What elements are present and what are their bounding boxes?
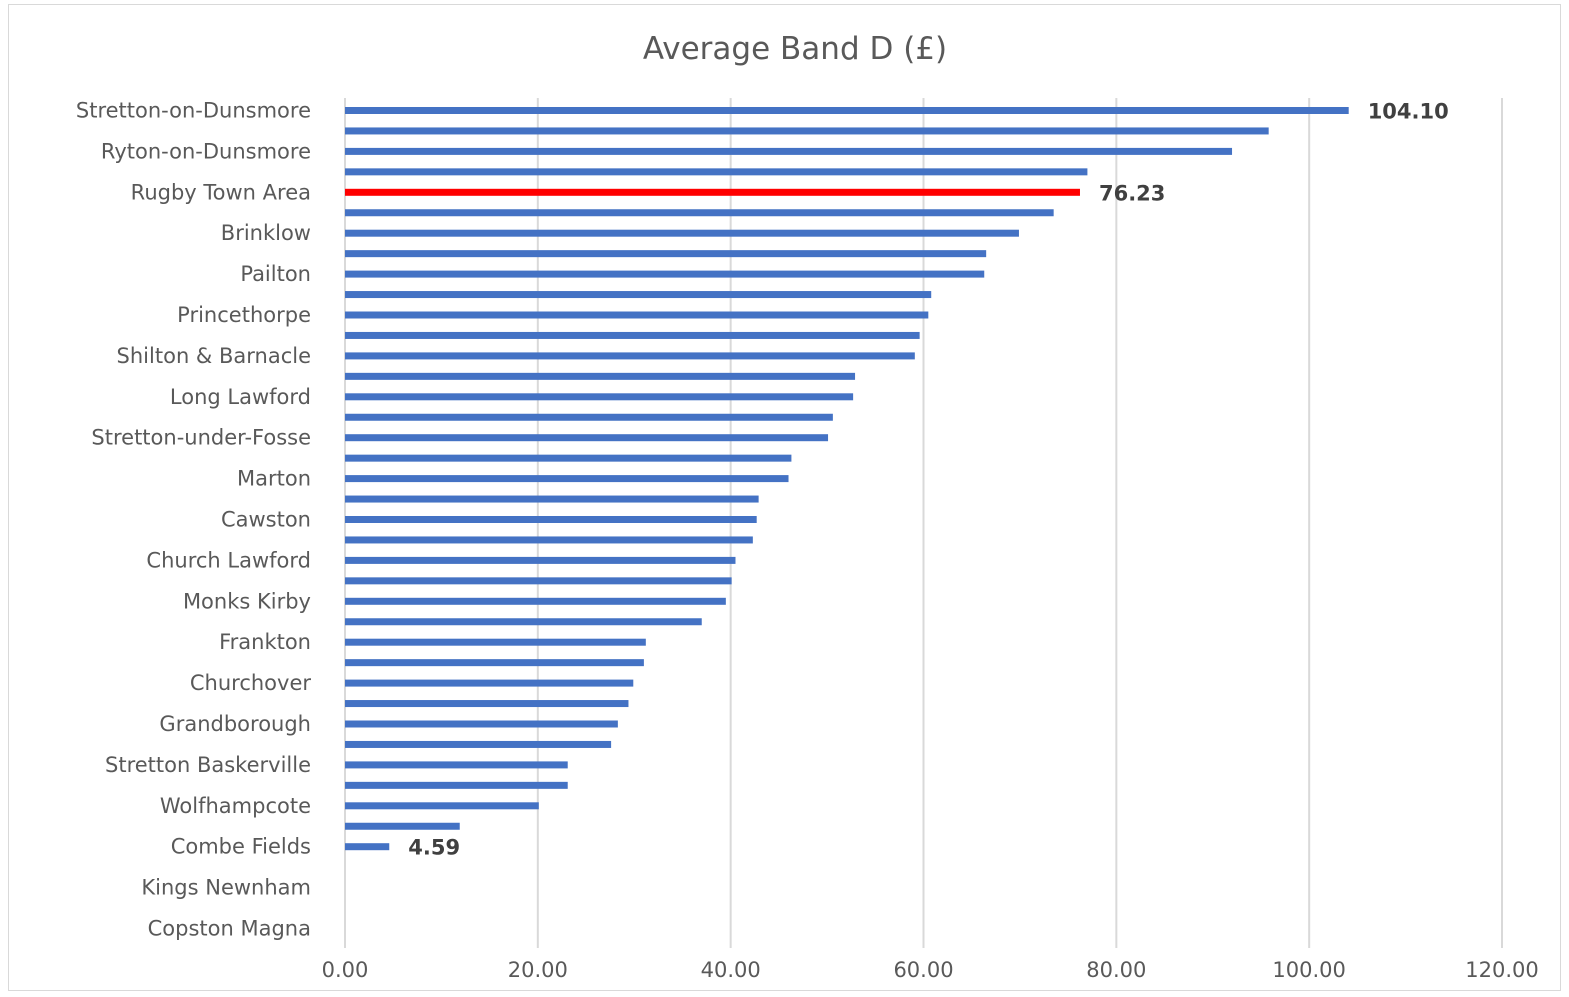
x-tick-label: 0.00 — [322, 958, 369, 982]
bar — [345, 761, 568, 769]
bar — [345, 434, 829, 442]
category-label: Kings Newnham — [141, 876, 311, 900]
bar — [345, 311, 929, 319]
x-tick-label: 20.00 — [508, 958, 568, 982]
category-label: Church Lawford — [146, 548, 311, 572]
bar — [345, 250, 987, 258]
bar — [345, 147, 1233, 155]
bars — [345, 107, 1349, 851]
category-label: Brinklow — [221, 221, 311, 245]
bar — [345, 372, 856, 380]
bar — [345, 107, 1349, 114]
category-label: Grandborough — [159, 712, 311, 736]
x-tick-label: 40.00 — [701, 958, 761, 982]
category-label: Stretton Baskerville — [105, 753, 311, 777]
bar — [345, 679, 634, 687]
bar — [345, 638, 646, 646]
x-tick-label: 80.00 — [1086, 958, 1146, 982]
category-label: Churchover — [190, 671, 312, 695]
bar — [345, 822, 460, 830]
category-label: Frankton — [219, 630, 311, 654]
bar — [345, 454, 792, 462]
category-label: Stretton-under-Fosse — [91, 426, 311, 450]
category-label: Wolfhampcote — [160, 794, 311, 818]
bar — [345, 577, 732, 585]
bar — [345, 209, 1054, 217]
category-label: Copston Magna — [148, 917, 311, 941]
bar — [345, 229, 1019, 237]
category-label: Pailton — [240, 262, 311, 286]
category-label: Marton — [237, 467, 311, 491]
category-label: Cawston — [221, 508, 311, 532]
x-tick-label: 60.00 — [893, 958, 953, 982]
bar — [345, 352, 915, 360]
bar — [345, 475, 789, 483]
category-label: Shilton & Barnacle — [117, 344, 311, 368]
bar — [345, 720, 618, 728]
category-label: Stretton-on-Dunsmore — [76, 99, 311, 123]
bar — [345, 516, 757, 523]
bar — [345, 740, 612, 748]
bar — [345, 802, 539, 810]
bar — [345, 393, 854, 401]
bar — [345, 127, 1269, 135]
bar — [345, 556, 736, 564]
bar — [345, 188, 1080, 196]
category-label: Combe Fields — [171, 835, 311, 859]
category-label: Ryton-on-Dunsmore — [101, 139, 311, 163]
data-labels: 104.10 76.23 4.59 — [408, 100, 1448, 860]
data-label: 4.59 — [408, 836, 460, 860]
bar — [345, 413, 833, 421]
x-tick-label: 100.00 — [1272, 958, 1345, 982]
x-axis-tick-labels: 0.00 20.00 40.00 60.00 80.00 100.00 120.00 — [322, 958, 1539, 982]
bar — [345, 291, 932, 299]
chart-title: Average Band D (£) — [643, 31, 947, 67]
data-label: 104.10 — [1368, 100, 1449, 124]
data-label: 76.23 — [1099, 181, 1165, 205]
category-label: Rugby Town Area — [131, 180, 311, 204]
category-label: Monks Kirby — [183, 589, 311, 613]
bar — [345, 597, 726, 605]
bar — [345, 536, 753, 544]
category-label: Long Lawford — [170, 385, 311, 409]
bar — [345, 618, 702, 626]
bar — [345, 168, 1088, 176]
bar — [345, 843, 390, 851]
x-tick-label: 120.00 — [1465, 958, 1538, 982]
bar — [345, 331, 920, 339]
bar — [345, 659, 644, 667]
bar — [345, 270, 985, 278]
bar — [345, 495, 759, 503]
category-labels: Stretton-on-Dunsmore Ryton-on-Dunsmore Rug… — [76, 99, 311, 941]
category-label: Princethorpe — [177, 303, 311, 327]
bar — [345, 781, 568, 789]
bar — [345, 700, 629, 708]
